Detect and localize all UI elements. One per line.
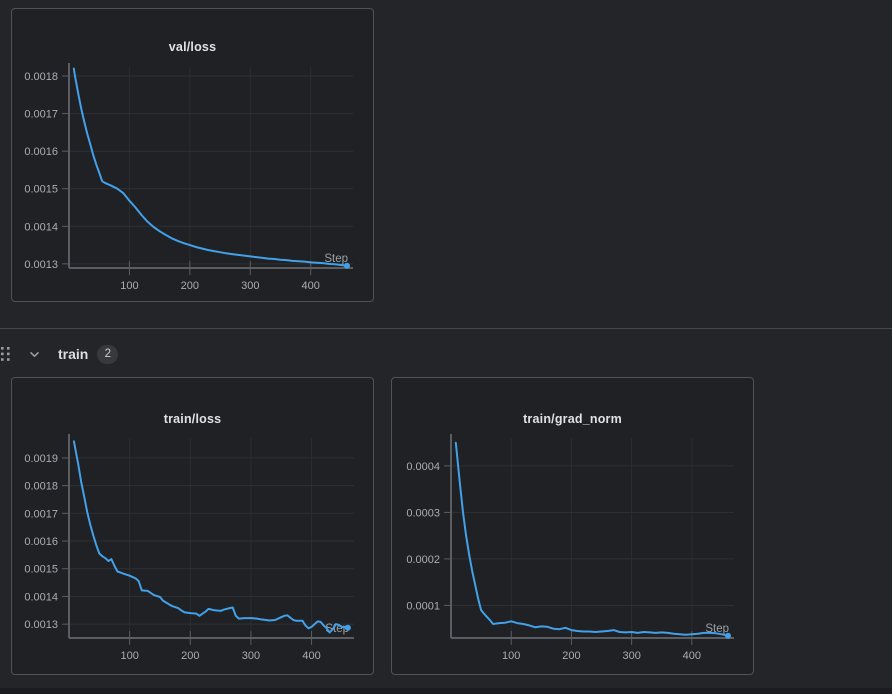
svg-text:0.0015: 0.0015 <box>24 184 58 196</box>
svg-text:400: 400 <box>302 280 320 292</box>
svg-text:300: 300 <box>241 280 259 292</box>
svg-text:300: 300 <box>622 650 640 662</box>
svg-text:200: 200 <box>181 650 199 662</box>
chart-title-train-loss: train/loss <box>163 412 222 426</box>
svg-text:400: 400 <box>683 650 701 662</box>
svg-text:0.0017: 0.0017 <box>24 109 58 121</box>
train-loss-line-chart[interactable]: 100 200 300 400 0.0013 0.0014 0.0015 0.0016 0.00… <box>12 378 373 672</box>
train-section-label: train <box>58 346 89 362</box>
svg-text:0.0013: 0.0013 <box>24 259 58 271</box>
svg-text:0.0015: 0.0015 <box>24 564 58 576</box>
svg-text:0.0019: 0.0019 <box>24 453 58 465</box>
svg-text:0.0016: 0.0016 <box>24 146 58 158</box>
chart-panel-val-loss[interactable]: val/loss 100 200 300 400 0.0013 0.0014 0.0015 0… <box>11 8 374 302</box>
chart-panel-train-grad-norm[interactable]: train/grad_norm 100 200 300 400 0.0001 0.0002… <box>391 377 754 675</box>
panel-count-badge: 2 <box>97 344 119 364</box>
svg-text:0.0016: 0.0016 <box>24 536 58 548</box>
drag-handle-icon[interactable] <box>1 346 11 362</box>
chart-title-train-grad-norm: train/grad_norm <box>523 412 622 426</box>
svg-text:0.0018: 0.0018 <box>24 481 58 493</box>
svg-text:0.0014: 0.0014 <box>24 591 58 603</box>
svg-text:0.0017: 0.0017 <box>24 508 58 520</box>
svg-text:200: 200 <box>562 650 580 662</box>
svg-text:300: 300 <box>242 650 260 662</box>
svg-text:0.0001: 0.0001 <box>406 600 440 612</box>
svg-text:0.0014: 0.0014 <box>24 221 58 233</box>
svg-text:0.0002: 0.0002 <box>406 554 440 566</box>
chart-panel-train-loss[interactable]: train/loss 100 200 300 400 0.0013 0.0014 0.001… <box>11 377 374 675</box>
svg-text:0.0004: 0.0004 <box>406 461 440 473</box>
svg-text:100: 100 <box>120 650 138 662</box>
svg-text:100: 100 <box>120 280 138 292</box>
svg-text:200: 200 <box>181 280 199 292</box>
svg-text:0.0018: 0.0018 <box>24 71 58 83</box>
svg-text:Step: Step <box>324 253 348 265</box>
svg-text:400: 400 <box>302 650 320 662</box>
bottom-edge <box>0 688 892 694</box>
chevron-down-icon[interactable] <box>28 348 41 361</box>
svg-text:0.0003: 0.0003 <box>406 507 440 519</box>
chart-title-val-loss: val/loss <box>168 40 217 54</box>
val-loss-line-chart[interactable]: 100 200 300 400 0.0013 0.0014 0.0015 0.0016 0.00… <box>12 9 373 299</box>
svg-text:0.0013: 0.0013 <box>24 619 58 631</box>
train-section-header: train 2 <box>1 341 401 367</box>
svg-text:100: 100 <box>502 650 520 662</box>
section-divider <box>0 328 892 329</box>
